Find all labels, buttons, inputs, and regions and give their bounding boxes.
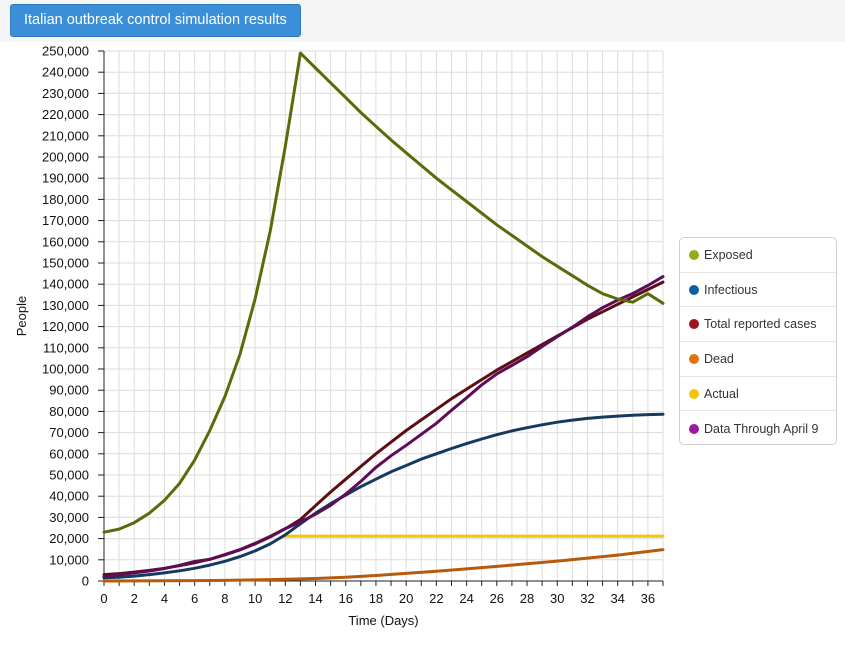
y-tick-label: 90,000 <box>49 383 89 398</box>
y-tick-label: 40,000 <box>49 489 89 504</box>
y-tick-label: 170,000 <box>42 213 89 228</box>
legend-label: Infectious <box>704 282 758 297</box>
legend-swatch <box>689 388 699 399</box>
legend-swatch <box>689 319 699 330</box>
y-tick-label: 0 <box>82 574 89 589</box>
legend-label: Data Through April 9 <box>704 421 819 436</box>
chart-legend: Exposed Infectious Total reported cases Dea… <box>679 237 837 445</box>
line-chart: 0 10,000 20,000 30,000 40,000 50,000 60,000 70,… <box>14 44 665 628</box>
x-tick-label: 12 <box>278 591 292 606</box>
legend-item-data-through-april-9[interactable]: Data Through April 9 <box>680 411 836 446</box>
y-tick-label: 30,000 <box>49 510 89 525</box>
legend-swatch <box>689 353 699 364</box>
legend-item-dead[interactable]: Dead <box>680 342 836 377</box>
y-tick-label: 130,000 <box>42 298 89 313</box>
results-title-button[interactable]: Italian outbreak control simulation resu… <box>10 4 301 37</box>
x-tick-label: 16 <box>338 591 352 606</box>
chart-series <box>102 51 665 583</box>
legend-swatch <box>689 284 699 295</box>
x-tick-label: 26 <box>490 591 504 606</box>
series-line-data-through-april-9 <box>102 275 665 579</box>
legend-swatch <box>689 423 699 434</box>
legend-item-total-reported-cases[interactable]: Total reported cases <box>680 307 836 343</box>
y-tick-label: 70,000 <box>49 425 89 440</box>
x-axis-label: Time (Days) <box>348 613 418 628</box>
legend-swatch <box>689 249 699 260</box>
x-tick-label: 20 <box>399 591 413 606</box>
series-line-exposed <box>102 51 665 534</box>
x-tick-label: 36 <box>641 591 655 606</box>
legend-item-actual[interactable]: Actual <box>680 377 836 412</box>
series-line-infectious <box>102 412 665 580</box>
y-tick-label: 200,000 <box>42 150 89 165</box>
x-tick-label: 32 <box>580 591 594 606</box>
x-tick-label: 2 <box>131 591 138 606</box>
y-tick-label: 190,000 <box>42 171 89 186</box>
legend-label: Exposed <box>704 247 753 262</box>
y-tick-label: 60,000 <box>49 446 89 461</box>
x-tick-label: 24 <box>459 591 473 606</box>
y-tick-label: 20,000 <box>49 531 89 546</box>
x-tick-label: 6 <box>191 591 198 606</box>
y-tick-label: 210,000 <box>42 128 89 143</box>
series-line-total-reported-cases <box>102 280 665 577</box>
y-tick-label: 230,000 <box>42 86 89 101</box>
x-tick-label: 0 <box>100 591 107 606</box>
y-tick-label: 100,000 <box>42 362 89 377</box>
legend-item-infectious[interactable]: Infectious <box>680 273 836 308</box>
y-axis-label: People <box>14 296 29 336</box>
legend-label: Actual <box>704 386 739 401</box>
y-tick-label: 240,000 <box>42 65 89 80</box>
y-tick-label: 250,000 <box>42 44 89 59</box>
y-tick-label: 110,000 <box>43 340 89 355</box>
y-tick-label: 50,000 <box>49 468 89 483</box>
x-tick-label: 4 <box>161 591 168 606</box>
legend-item-exposed[interactable]: Exposed <box>680 238 836 273</box>
x-tick-label: 22 <box>429 591 443 606</box>
chart-axes: 0 10,000 20,000 30,000 40,000 50,000 60,000 70,… <box>42 44 664 606</box>
top-bar: Italian outbreak control simulation resu… <box>0 0 845 42</box>
y-tick-label: 150,000 <box>42 256 89 271</box>
legend-label: Total reported cases <box>704 317 817 332</box>
y-tick-label: 220,000 <box>42 107 89 122</box>
y-tick-label: 160,000 <box>42 234 89 249</box>
x-tick-label: 10 <box>248 591 262 606</box>
y-tick-label: 10,000 <box>49 552 89 567</box>
x-tick-label: 34 <box>610 591 624 606</box>
chart-grid <box>103 50 664 582</box>
y-tick-label: 80,000 <box>49 404 89 419</box>
x-tick-label: 14 <box>308 591 322 606</box>
x-tick-label: 30 <box>550 591 564 606</box>
series-line-dead <box>102 548 665 583</box>
y-tick-label: 120,000 <box>42 319 89 334</box>
legend-label: Dead <box>704 351 734 366</box>
y-tick-label: 140,000 <box>42 277 89 292</box>
x-tick-label: 8 <box>221 591 228 606</box>
y-tick-label: 180,000 <box>42 192 89 207</box>
x-tick-label: 28 <box>520 591 534 606</box>
x-tick-label: 18 <box>369 591 383 606</box>
